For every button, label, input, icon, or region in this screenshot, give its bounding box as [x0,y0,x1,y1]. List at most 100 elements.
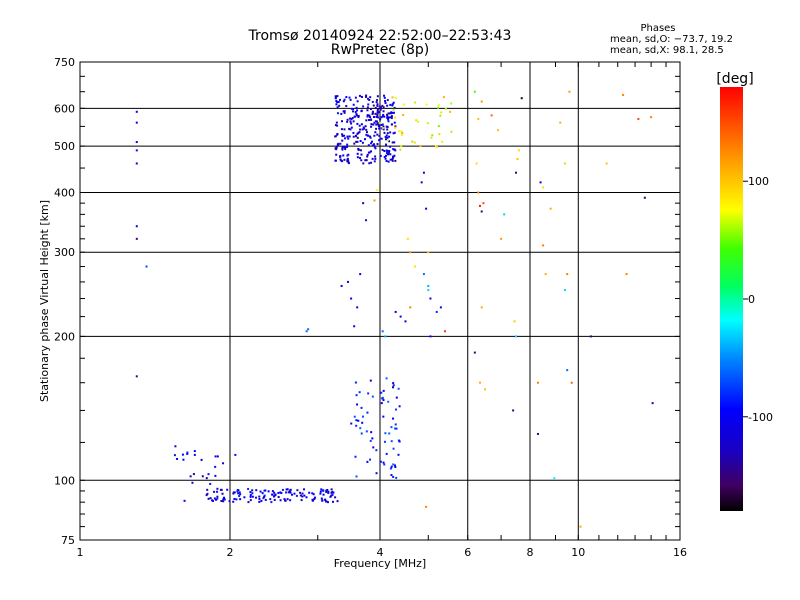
data-point [273,491,276,494]
data-point [536,432,539,435]
data-point [286,488,289,491]
data-point [365,159,368,162]
data-point [375,127,378,130]
data-point [369,96,372,99]
data-point [477,191,480,194]
data-point [135,375,138,378]
data-point [247,501,250,504]
data-point [500,237,503,240]
data-point [389,116,392,119]
data-point [289,499,292,502]
data-point [352,110,355,113]
data-point [322,489,325,492]
data-point [335,153,338,156]
data-point [367,392,370,395]
data-point [360,406,363,409]
data-point [222,496,225,499]
data-point [264,489,267,492]
data-point [513,320,516,323]
data-point [376,111,379,114]
data-point [340,284,343,287]
data-point [386,113,389,116]
data-point [377,116,380,119]
data-point [496,129,499,132]
data-point [228,500,231,503]
data-point [370,150,373,153]
data-point [346,120,349,123]
data-point [437,125,440,128]
data-point [330,488,333,491]
data-point [390,117,393,120]
data-point [375,123,378,126]
data-point [336,500,339,503]
data-point [379,122,382,125]
data-point [382,399,385,402]
data-point [336,124,339,127]
data-point [346,145,349,148]
data-point [311,492,314,495]
stats-title: Phases [640,23,675,34]
data-point [376,95,379,98]
data-point [334,124,337,127]
data-point [305,496,308,499]
data-point [347,161,350,164]
data-point [643,196,646,199]
data-point [269,498,272,501]
data-point [390,440,393,443]
data-point [232,500,235,503]
stats-line-o: mean, sd,O: −73.7, 19.2 [610,34,733,45]
data-point [437,104,440,107]
data-point [375,449,378,452]
y-tick-label: 500 [54,140,75,153]
data-point [393,121,396,124]
data-point [425,505,428,508]
data-point [369,116,372,119]
data-point [379,154,382,157]
data-point [176,457,179,460]
data-point [364,125,367,128]
data-point [380,116,383,119]
data-point [321,499,324,502]
data-point [352,108,355,111]
data-point [402,103,405,106]
data-point [356,100,359,103]
data-point [384,135,387,138]
data-point [209,482,212,485]
data-point [288,490,291,493]
data-point [181,453,184,456]
data-point [395,396,398,399]
data-point [512,409,515,412]
data-point [296,489,299,492]
data-point [358,94,361,97]
data-point [358,124,361,127]
data-point [382,128,385,131]
data-point [566,273,569,276]
data-point [381,126,384,129]
data-point [173,454,176,457]
data-point [356,122,359,125]
data-point [221,492,224,495]
data-point [226,488,229,491]
data-point [299,494,302,497]
data-point [559,121,562,124]
data-point [355,106,358,109]
data-point [370,123,373,126]
data-point [382,106,385,109]
data-point [337,144,340,147]
data-point [348,135,351,138]
data-point [214,474,217,477]
data-point [371,437,374,440]
y-tick-label: 200 [54,330,75,343]
data-point [186,451,189,454]
data-point [380,402,383,405]
data-point [370,142,373,145]
data-point [383,96,386,99]
data-point [435,145,438,148]
data-point [374,107,377,110]
data-point [334,96,337,99]
data-point [443,330,446,333]
data-point [366,109,369,112]
data-point [387,152,390,155]
data-point [484,388,487,391]
data-point [349,120,352,123]
